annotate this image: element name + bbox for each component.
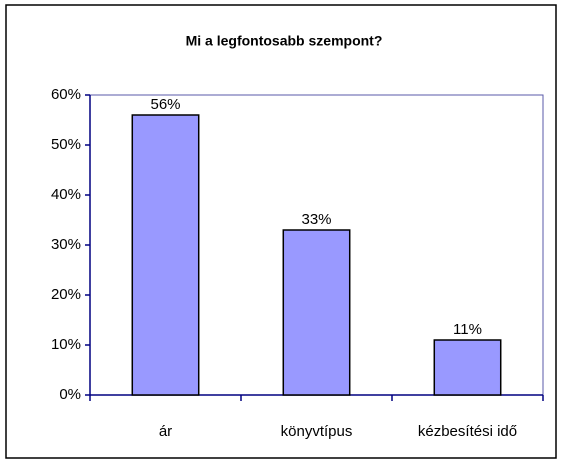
x-tick-label: kézbesítési idő <box>418 423 517 440</box>
chart-title: Mi a legfontosabb szempont? <box>186 33 383 49</box>
y-tick-label: 10% <box>51 336 81 353</box>
y-tick-label: 40% <box>51 186 81 203</box>
bar <box>131 114 200 396</box>
bar <box>282 229 351 396</box>
y-tick-label: 20% <box>51 286 81 303</box>
x-tick-label: ár <box>159 423 172 440</box>
bar <box>433 339 502 396</box>
y-tick-label: 0% <box>59 386 81 403</box>
value-label: 11% <box>453 321 482 338</box>
y-tick-label: 50% <box>51 136 81 153</box>
value-label: 33% <box>301 211 331 228</box>
x-tick-label: könyvtípus <box>281 423 353 440</box>
y-tick-label: 30% <box>51 236 81 253</box>
y-tick-label: 60% <box>51 86 81 103</box>
value-label: 56% <box>150 96 180 113</box>
